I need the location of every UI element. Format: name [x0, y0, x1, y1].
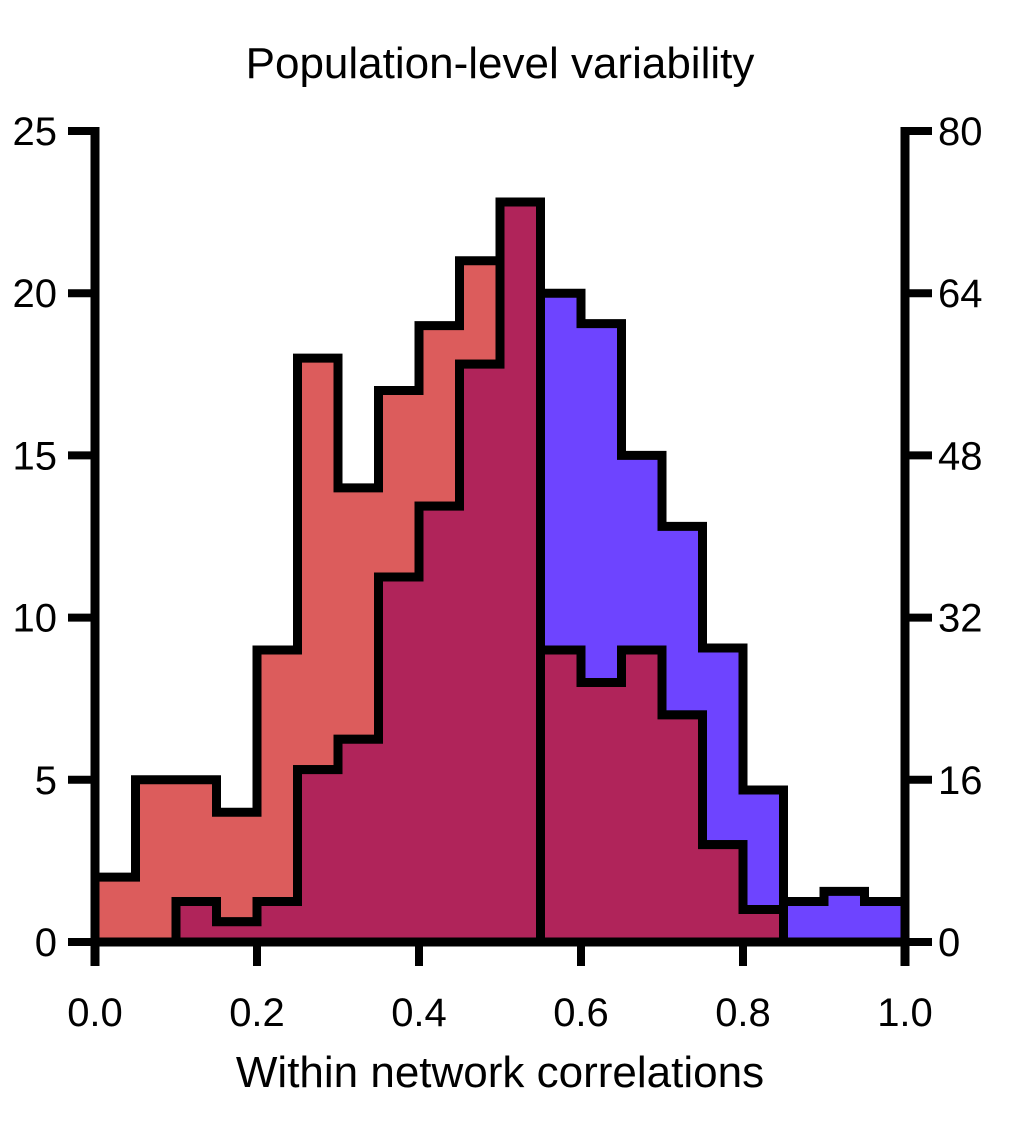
right-tick-label-2: 32 — [938, 597, 983, 641]
left-tick-label-2: 10 — [13, 597, 58, 641]
left-tick-label-4: 20 — [13, 272, 58, 316]
x-axis-label: Within network correlations — [236, 1048, 764, 1097]
right-tick-label-0: 0 — [938, 921, 960, 965]
x-tick-label-2: 0.4 — [391, 991, 447, 1035]
left-tick-label-5: 25 — [13, 110, 58, 154]
x-tick-label-5: 1.0 — [877, 991, 933, 1035]
right-tick-label-5: 80 — [938, 110, 983, 154]
right-tick-label-4: 64 — [938, 272, 983, 316]
right-tick-label-1: 16 — [938, 759, 983, 803]
x-tick-label-3: 0.6 — [553, 991, 609, 1035]
left-tick-label-1: 5 — [35, 759, 57, 803]
overlap-tail — [536, 645, 824, 947]
overlap-region — [171, 197, 545, 947]
x-tick-label-1: 0.2 — [229, 991, 285, 1035]
x-tick-label-0: 0.0 — [67, 991, 123, 1035]
chart-title: Population-level variability — [246, 39, 755, 88]
x-tick-label-4: 0.8 — [715, 991, 771, 1035]
left-tick-label-3: 15 — [13, 434, 58, 478]
plot-area: 0 5 10 15 20 25 0 16 32 48 64 80 0.0 0.2 0.4 0.6 0.8 1.0 — [13, 110, 983, 1035]
right-tick-label-3: 48 — [938, 434, 983, 478]
left-tick-label-0: 0 — [35, 921, 57, 965]
